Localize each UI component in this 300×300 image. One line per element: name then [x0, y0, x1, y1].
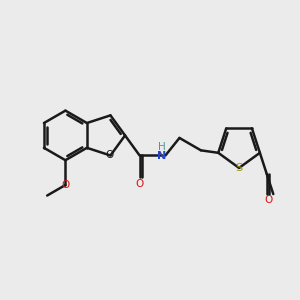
- Text: O: O: [105, 151, 113, 160]
- Text: H: H: [158, 142, 166, 152]
- Text: O: O: [264, 195, 272, 205]
- Text: N: N: [157, 151, 167, 161]
- Text: S: S: [236, 163, 243, 173]
- Text: O: O: [61, 180, 70, 190]
- Text: O: O: [136, 179, 144, 189]
